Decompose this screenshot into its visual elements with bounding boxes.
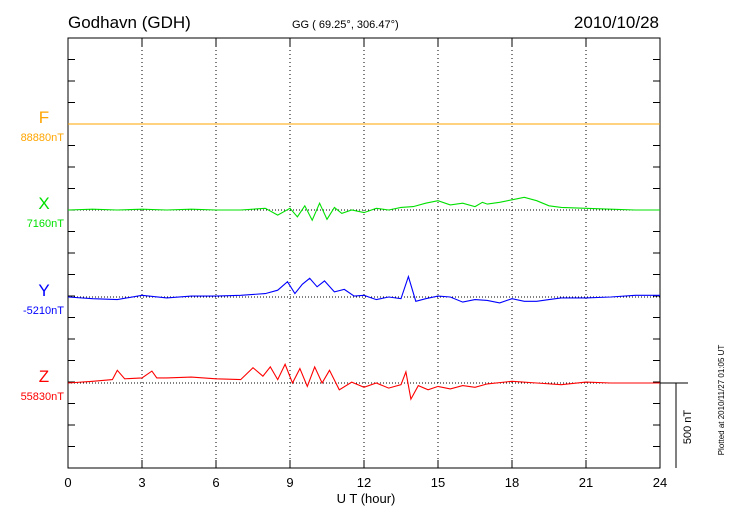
- x-axis-ticks: 0 3 6 9 12 15 18 21 24: [64, 38, 667, 490]
- x-tick-label: 18: [505, 475, 519, 490]
- scale-bar: [660, 382, 688, 468]
- series-name-y: Y: [38, 281, 49, 300]
- series-name-f: F: [39, 108, 49, 127]
- series-name-z: Z: [39, 367, 49, 386]
- series-baseline-value-y: -5210nT: [23, 305, 64, 317]
- series-lines: [67, 123, 660, 401]
- series-baseline-value-z: 55830nT: [21, 391, 65, 403]
- series-labels: F 88880nT X 7160nT Y -5210nT Z 55830nT: [21, 108, 65, 403]
- y-tick-marks: [68, 59, 660, 447]
- series-baseline-value-f: 88880nT: [21, 132, 65, 144]
- x-tick-label: 15: [431, 475, 445, 490]
- x-tick-label: 21: [579, 475, 593, 490]
- scale-bar-label: 500 nT: [682, 410, 694, 445]
- series-line-y: [67, 274, 660, 304]
- series-line-x: [67, 196, 660, 222]
- station-coords: GG ( 69.25°, 306.47°): [292, 19, 399, 31]
- series-name-x: X: [38, 194, 49, 213]
- x-tick-label: 3: [138, 475, 145, 490]
- x-tick-label: 12: [357, 475, 371, 490]
- x-tick-label: 0: [64, 475, 71, 490]
- x-tick-label: 9: [286, 475, 293, 490]
- series-line-z: [67, 362, 660, 401]
- x-tick-label: 6: [212, 475, 219, 490]
- plotted-timestamp: Plotted at 2010/11/27 01:05 UT: [717, 345, 726, 456]
- x-tick-label: 24: [653, 475, 667, 490]
- station-title: Godhavn (GDH): [68, 13, 191, 32]
- vertical-gridlines: [141, 38, 587, 468]
- series-baseline-value-x: 7160nT: [27, 218, 65, 230]
- x-axis-label: U T (hour): [337, 491, 396, 506]
- plot-date: 2010/10/28: [574, 13, 659, 32]
